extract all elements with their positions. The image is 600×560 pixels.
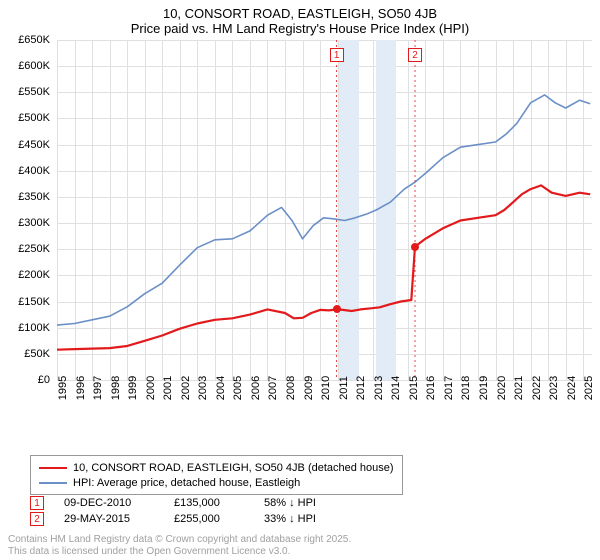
x-tick-label: 2024 — [566, 376, 578, 400]
x-tick-label: 2018 — [460, 376, 472, 400]
x-tick-label: 2025 — [583, 376, 595, 400]
x-tick-label: 2000 — [145, 376, 157, 400]
sale-price: £255,000 — [174, 513, 244, 525]
y-tick-label: £500K — [8, 112, 50, 124]
legend-swatch — [39, 467, 67, 469]
x-tick-label: 2016 — [425, 376, 437, 400]
x-tick-label: 2008 — [285, 376, 297, 400]
marker-box: 1 — [330, 48, 344, 62]
x-tick-label: 2007 — [267, 376, 279, 400]
x-tick-label: 2013 — [373, 376, 385, 400]
chart-title: 10, CONSORT ROAD, EASTLEIGH, SO50 4JB Pr… — [0, 0, 600, 36]
sales-table: 1 09-DEC-2010 £135,000 58% ↓ HPI 2 29-MAY-201… — [30, 495, 344, 527]
sale-date: 09-DEC-2010 — [64, 497, 154, 509]
legend-row: HPI: Average price, detached house, East… — [39, 475, 394, 490]
sale-date: 29-MAY-2015 — [64, 513, 154, 525]
y-tick-label: £400K — [8, 165, 50, 177]
sale-marker-icon: 1 — [30, 496, 44, 510]
chart-area: 12 £0£50K£100K£150K£200K£250K£300K£350K£… — [8, 40, 592, 420]
x-tick-label: 2004 — [215, 376, 227, 400]
title-address: 10, CONSORT ROAD, EASTLEIGH, SO50 4JB — [0, 6, 600, 21]
x-tick-label: 1997 — [92, 376, 104, 400]
x-tick-label: 2005 — [232, 376, 244, 400]
marker-box: 2 — [408, 48, 422, 62]
legend-swatch — [39, 482, 67, 484]
y-tick-label: £50K — [8, 348, 50, 360]
x-tick-label: 1998 — [110, 376, 122, 400]
sale-marker-icon: 2 — [30, 512, 44, 526]
y-tick-label: £250K — [8, 243, 50, 255]
line-svg — [57, 40, 592, 380]
y-tick-label: £300K — [8, 217, 50, 229]
y-tick-label: £650K — [8, 34, 50, 46]
x-tick-label: 2002 — [180, 376, 192, 400]
x-tick-label: 2001 — [162, 376, 174, 400]
legend-label: HPI: Average price, detached house, East… — [73, 477, 300, 489]
x-tick-label: 2015 — [408, 376, 420, 400]
x-tick-label: 1996 — [75, 376, 87, 400]
sale-row: 1 09-DEC-2010 £135,000 58% ↓ HPI — [30, 495, 344, 511]
attribution-line2: This data is licensed under the Open Gov… — [8, 546, 351, 558]
x-tick-label: 2022 — [531, 376, 543, 400]
sale-point — [333, 305, 341, 313]
x-tick-label: 1995 — [57, 376, 69, 400]
y-tick-label: £550K — [8, 86, 50, 98]
sale-pct-vs-hpi: 33% ↓ HPI — [264, 513, 344, 525]
sale-price: £135,000 — [174, 497, 244, 509]
title-subtitle: Price paid vs. HM Land Registry's House … — [0, 21, 600, 36]
x-tick-label: 2003 — [197, 376, 209, 400]
y-tick-label: £600K — [8, 60, 50, 72]
x-tick-label: 2023 — [548, 376, 560, 400]
x-tick-label: 1999 — [127, 376, 139, 400]
x-tick-label: 2020 — [496, 376, 508, 400]
y-tick-label: £350K — [8, 191, 50, 203]
y-tick-label: £0 — [8, 374, 50, 386]
x-tick-label: 2010 — [320, 376, 332, 400]
y-tick-label: £100K — [8, 322, 50, 334]
legend-box: 10, CONSORT ROAD, EASTLEIGH, SO50 4JB (d… — [30, 455, 403, 495]
plot-area: 12 — [57, 40, 592, 380]
attribution-line1: Contains HM Land Registry data © Crown c… — [8, 534, 351, 546]
y-tick-label: £200K — [8, 269, 50, 281]
sale-point — [411, 243, 419, 251]
x-tick-label: 2014 — [390, 376, 402, 400]
x-tick-label: 2019 — [478, 376, 490, 400]
y-tick-label: £150K — [8, 296, 50, 308]
attribution-text: Contains HM Land Registry data © Crown c… — [8, 534, 351, 558]
series-property — [57, 185, 590, 349]
y-tick-label: £450K — [8, 139, 50, 151]
x-tick-label: 2009 — [303, 376, 315, 400]
x-tick-label: 2021 — [513, 376, 525, 400]
sale-row: 2 29-MAY-2015 £255,000 33% ↓ HPI — [30, 511, 344, 527]
x-tick-label: 2011 — [338, 376, 350, 400]
x-tick-label: 2006 — [250, 376, 262, 400]
sale-pct-vs-hpi: 58% ↓ HPI — [264, 497, 344, 509]
x-tick-label: 2017 — [443, 376, 455, 400]
legend-row: 10, CONSORT ROAD, EASTLEIGH, SO50 4JB (d… — [39, 460, 394, 475]
legend-label: 10, CONSORT ROAD, EASTLEIGH, SO50 4JB (d… — [73, 462, 394, 474]
x-tick-label: 2012 — [355, 376, 367, 400]
series-hpi — [57, 95, 590, 325]
